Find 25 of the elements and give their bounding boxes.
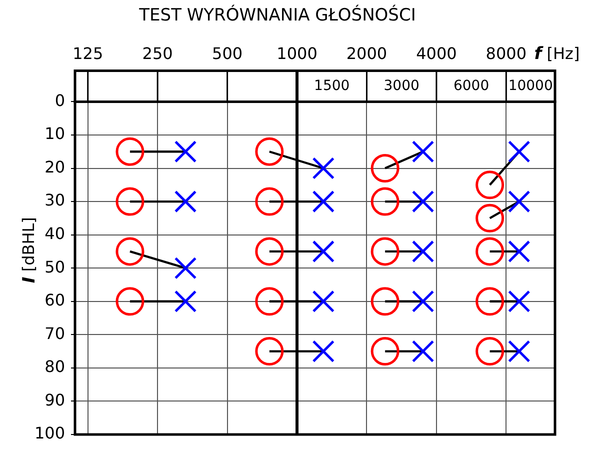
y-tick-label: 30 bbox=[44, 190, 65, 210]
y-tick-label: 0 bbox=[54, 90, 65, 110]
text: 1500 bbox=[314, 78, 350, 94]
text: 6000 bbox=[453, 78, 490, 94]
y-tick-label: 70 bbox=[44, 324, 65, 343]
text: 3000 bbox=[384, 78, 420, 94]
y-tick-label: 50 bbox=[44, 257, 65, 276]
y-tick-label: 90 bbox=[44, 390, 65, 410]
x-tick-label: 4000 bbox=[416, 44, 457, 63]
x-tick-label: 1000 bbox=[276, 44, 318, 63]
x-tick-label: 2000 bbox=[346, 44, 388, 63]
x-tick-label: 8000 bbox=[486, 44, 527, 63]
text: 10000 bbox=[508, 78, 553, 94]
y-axis-title: I [dBHL] bbox=[19, 217, 40, 284]
x-axis-title: f [Hz] bbox=[534, 44, 580, 64]
y-tick-label: 20 bbox=[44, 157, 65, 176]
chart-title: TEST WYRÓWNANIA GŁOŚNOŚCI bbox=[138, 4, 416, 26]
y-tick-label: 60 bbox=[44, 290, 65, 310]
y-tick-label: 10 bbox=[44, 124, 65, 144]
x-tick-label: 500 bbox=[212, 44, 243, 63]
x-tick-label: 125 bbox=[72, 44, 104, 63]
x-tick-label: 250 bbox=[142, 44, 173, 63]
y-tick-label: 100 bbox=[34, 424, 65, 443]
y-tick-label: 80 bbox=[44, 357, 65, 376]
y-tick-label: 40 bbox=[44, 224, 65, 243]
